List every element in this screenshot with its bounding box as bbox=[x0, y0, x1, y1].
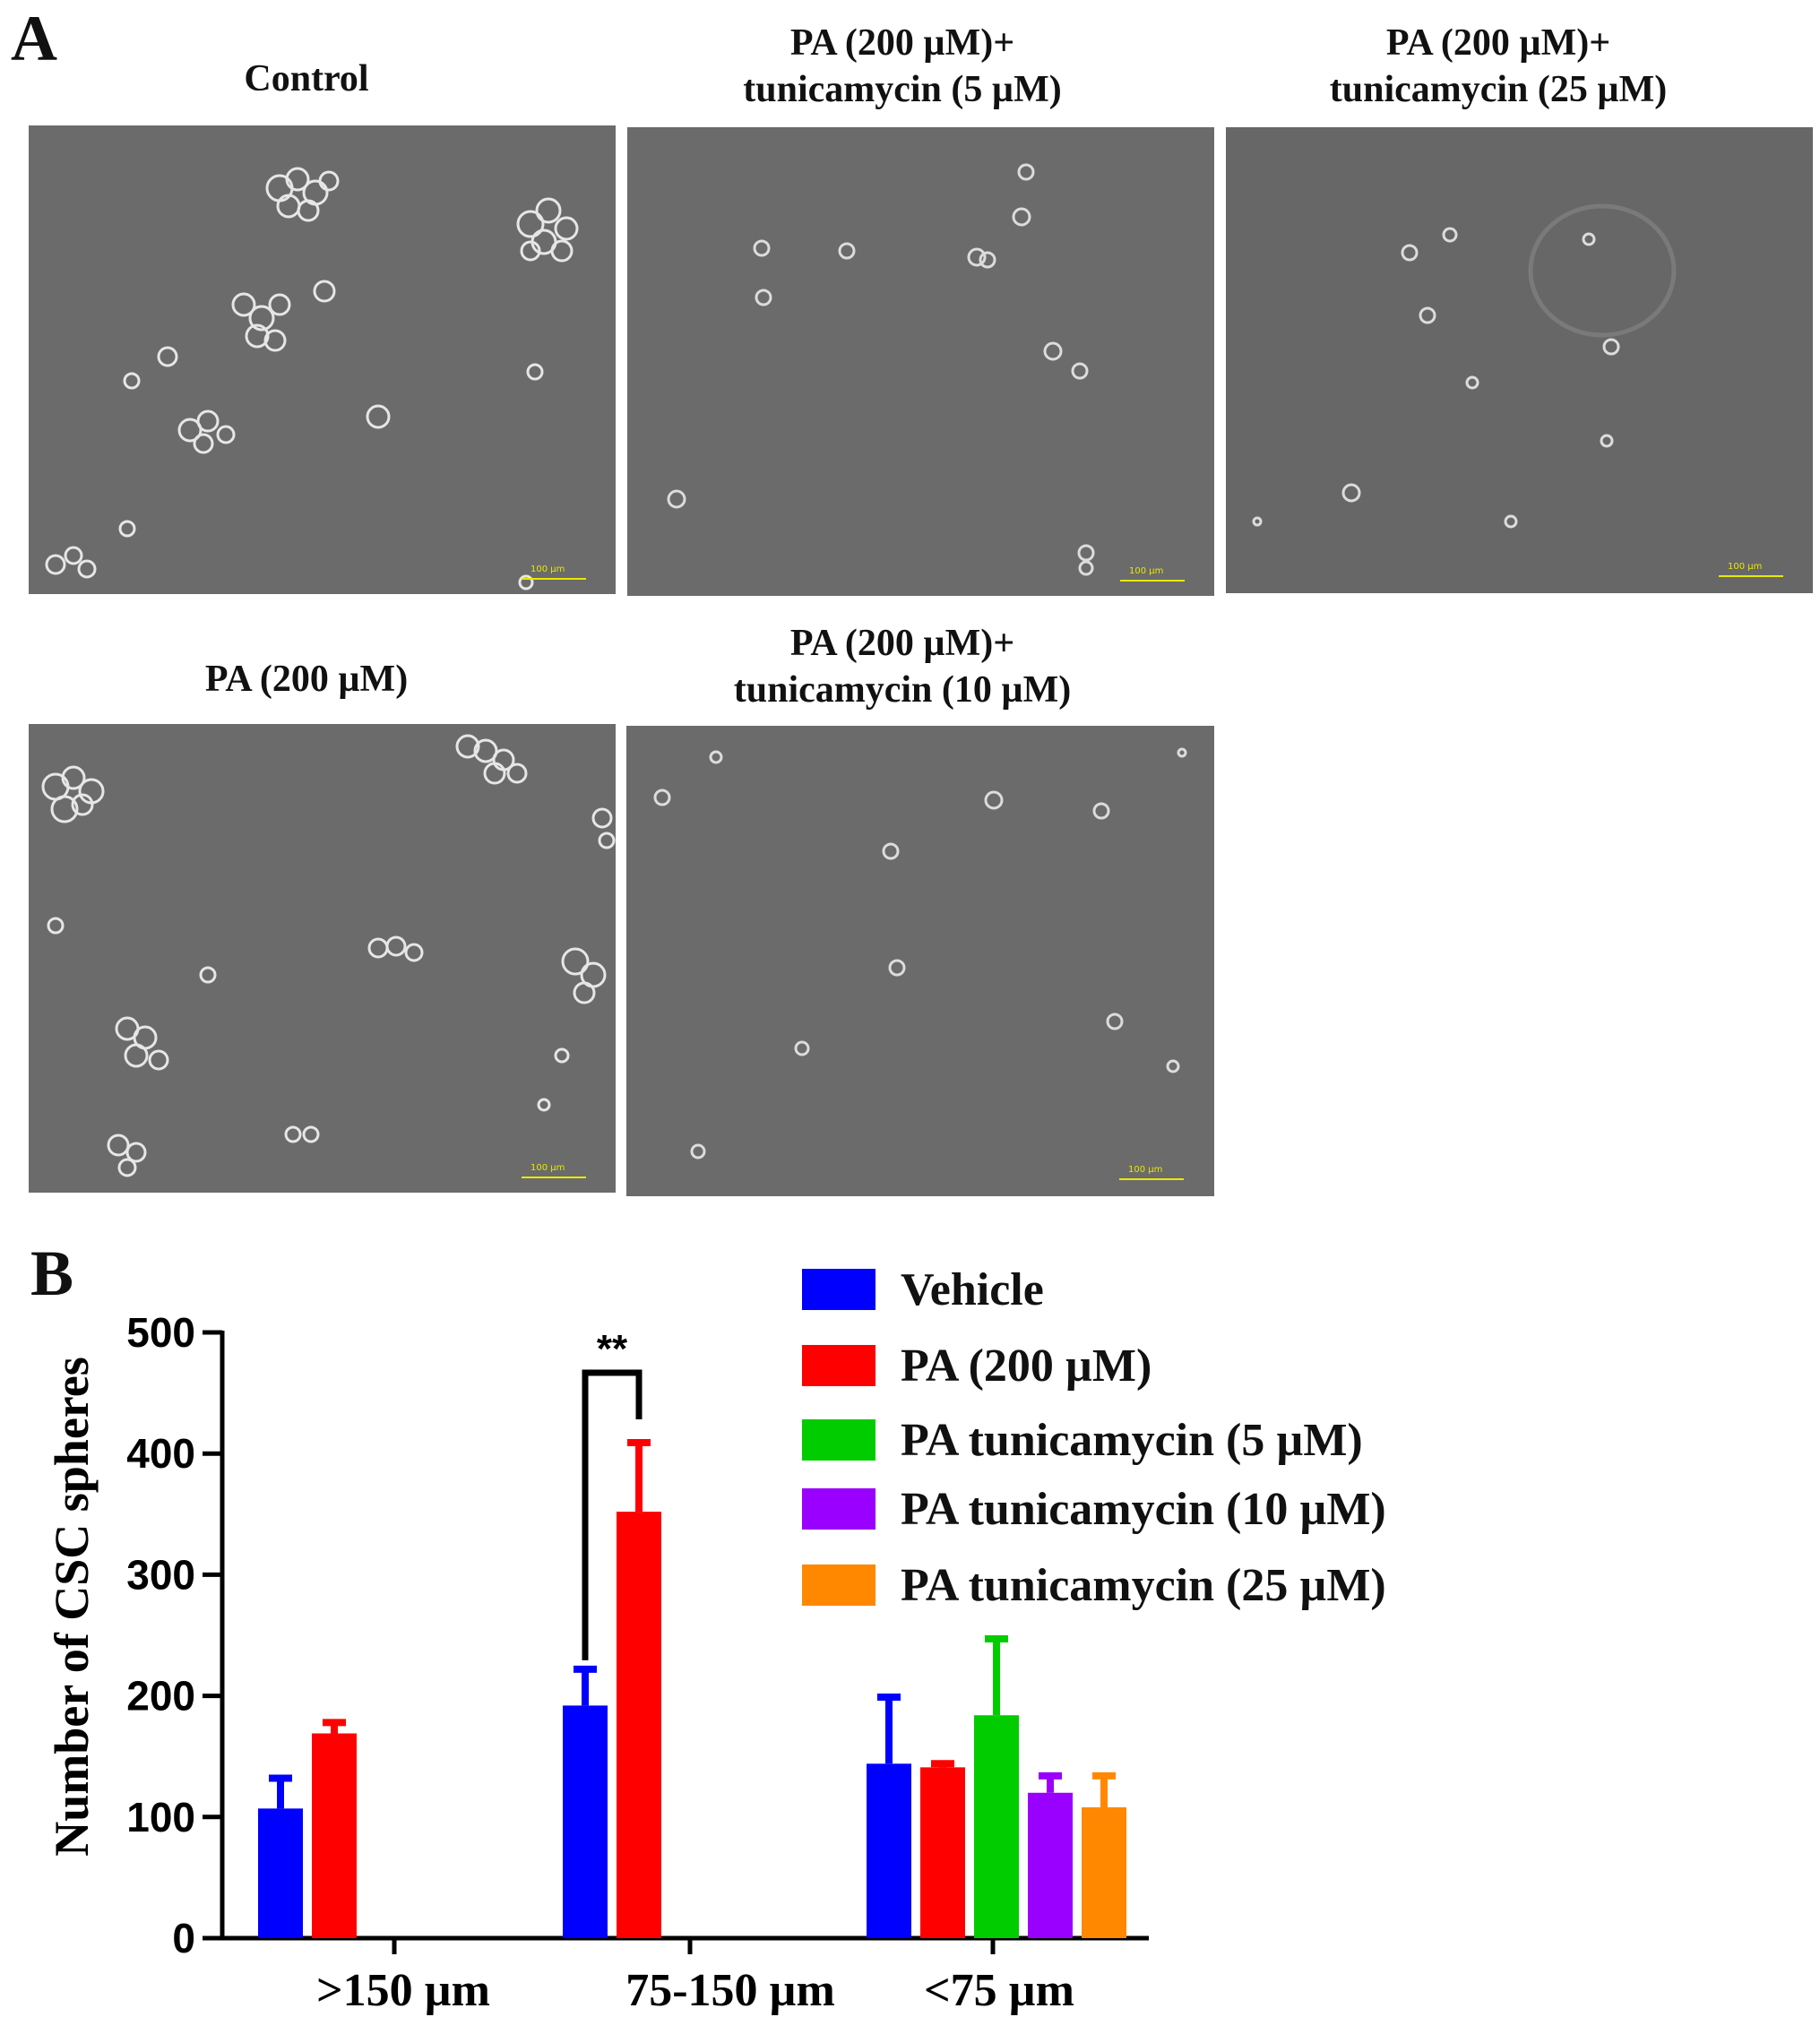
micrograph-pa: 100 µm bbox=[29, 724, 616, 1193]
title-line: PA (200 µM) bbox=[204, 659, 409, 700]
legend-label: PA tunicamycin (10 µM) bbox=[901, 1484, 1386, 1535]
bars bbox=[258, 1439, 1126, 1938]
micrograph-pa-tun25: 100 µm bbox=[1226, 127, 1813, 593]
title-line: tunicamycin (10 µM) bbox=[733, 669, 1072, 711]
bracket-line bbox=[582, 1369, 643, 1660]
y-axis-label: Number of CSC spheres bbox=[45, 1357, 99, 1857]
y-tick-label: 0 bbox=[172, 1915, 195, 1961]
x-tick-label: 75-150 µm bbox=[625, 1965, 835, 2016]
bar bbox=[563, 1705, 608, 1938]
image-title-pa-tun5: PA (200 µM)+ tunicamycin (5 µM) bbox=[625, 20, 1180, 113]
x-tick-label: <75 µm bbox=[924, 1965, 1074, 2016]
cell-spheres bbox=[653, 747, 1187, 1159]
scale-bar bbox=[1719, 575, 1783, 577]
cell-spheres bbox=[667, 163, 1095, 576]
legend-swatch bbox=[802, 1488, 875, 1530]
y-tick-label: 300 bbox=[126, 1551, 195, 1598]
micrograph-pa-tun10: 100 µm bbox=[626, 726, 1214, 1196]
scale-bar-label: 100 µm bbox=[530, 1163, 565, 1173]
bar bbox=[617, 1512, 661, 1938]
bar bbox=[867, 1763, 911, 1938]
title-line: Control bbox=[244, 58, 369, 99]
legend-label: PA (200 µM) bbox=[901, 1340, 1152, 1392]
panel-a-letter: A bbox=[11, 3, 57, 74]
bar bbox=[258, 1808, 303, 1938]
cell-spheres bbox=[45, 167, 579, 590]
x-axis: >150 µm 75-150 µm <75 µm bbox=[222, 1935, 1149, 2016]
bar bbox=[1082, 1806, 1126, 1938]
image-title-pa-tun25: PA (200 µM)+ tunicamycin (25 µM) bbox=[1221, 20, 1776, 113]
scale-bar bbox=[1120, 580, 1185, 582]
y-tick-label: 200 bbox=[126, 1673, 195, 1720]
cell-spheres bbox=[1252, 203, 1677, 529]
legend-label: Vehicle bbox=[901, 1264, 1044, 1315]
title-line: tunicamycin (5 µM) bbox=[743, 69, 1062, 110]
scale-bar bbox=[1119, 1178, 1184, 1180]
image-title-control: Control bbox=[29, 56, 584, 102]
legend-swatch bbox=[802, 1345, 875, 1386]
legend-swatch bbox=[802, 1564, 875, 1606]
panel-b-letter: B bbox=[30, 1237, 74, 1309]
legend-label: PA tunicamycin (5 µM) bbox=[901, 1415, 1363, 1466]
title-line: PA (200 µM)+ bbox=[789, 623, 1015, 664]
y-tick-label: 400 bbox=[126, 1430, 195, 1477]
scale-bar-label: 100 µm bbox=[530, 565, 565, 574]
y-tick-label: 500 bbox=[126, 1309, 195, 1356]
bar bbox=[920, 1767, 965, 1938]
image-title-pa: PA (200 µM) bbox=[29, 656, 584, 703]
y-tick-label: 100 bbox=[126, 1794, 195, 1840]
legend-swatch bbox=[802, 1269, 875, 1310]
micrograph-control: 100 µm bbox=[29, 125, 616, 594]
image-title-pa-tun10: PA (200 µM)+ tunicamycin (10 µM) bbox=[625, 620, 1180, 713]
y-axis: 0 100 200 300 400 500 bbox=[126, 1309, 225, 1961]
scale-bar-label: 100 µm bbox=[1728, 562, 1763, 572]
cell-spheres bbox=[41, 734, 616, 1177]
bar bbox=[1028, 1792, 1073, 1938]
legend-label: PA tunicamycin (25 µM) bbox=[901, 1560, 1386, 1611]
scale-bar bbox=[522, 578, 586, 580]
bar bbox=[974, 1715, 1019, 1938]
title-line: PA (200 µM)+ bbox=[1385, 22, 1611, 64]
title-line: tunicamycin (25 µM) bbox=[1329, 69, 1668, 110]
scale-bar-label: 100 µm bbox=[1128, 1165, 1163, 1175]
title-line: PA (200 µM)+ bbox=[789, 22, 1015, 64]
x-tick-label: >150 µm bbox=[316, 1965, 490, 2016]
scale-bar-label: 100 µm bbox=[1129, 566, 1164, 576]
significance-bracket: ** bbox=[582, 1327, 643, 1660]
scale-bar bbox=[522, 1177, 586, 1178]
micrograph-pa-tun5: 100 µm bbox=[627, 127, 1214, 596]
bar bbox=[312, 1733, 357, 1938]
legend-swatch bbox=[802, 1419, 875, 1461]
significance-stars: ** bbox=[597, 1327, 628, 1371]
